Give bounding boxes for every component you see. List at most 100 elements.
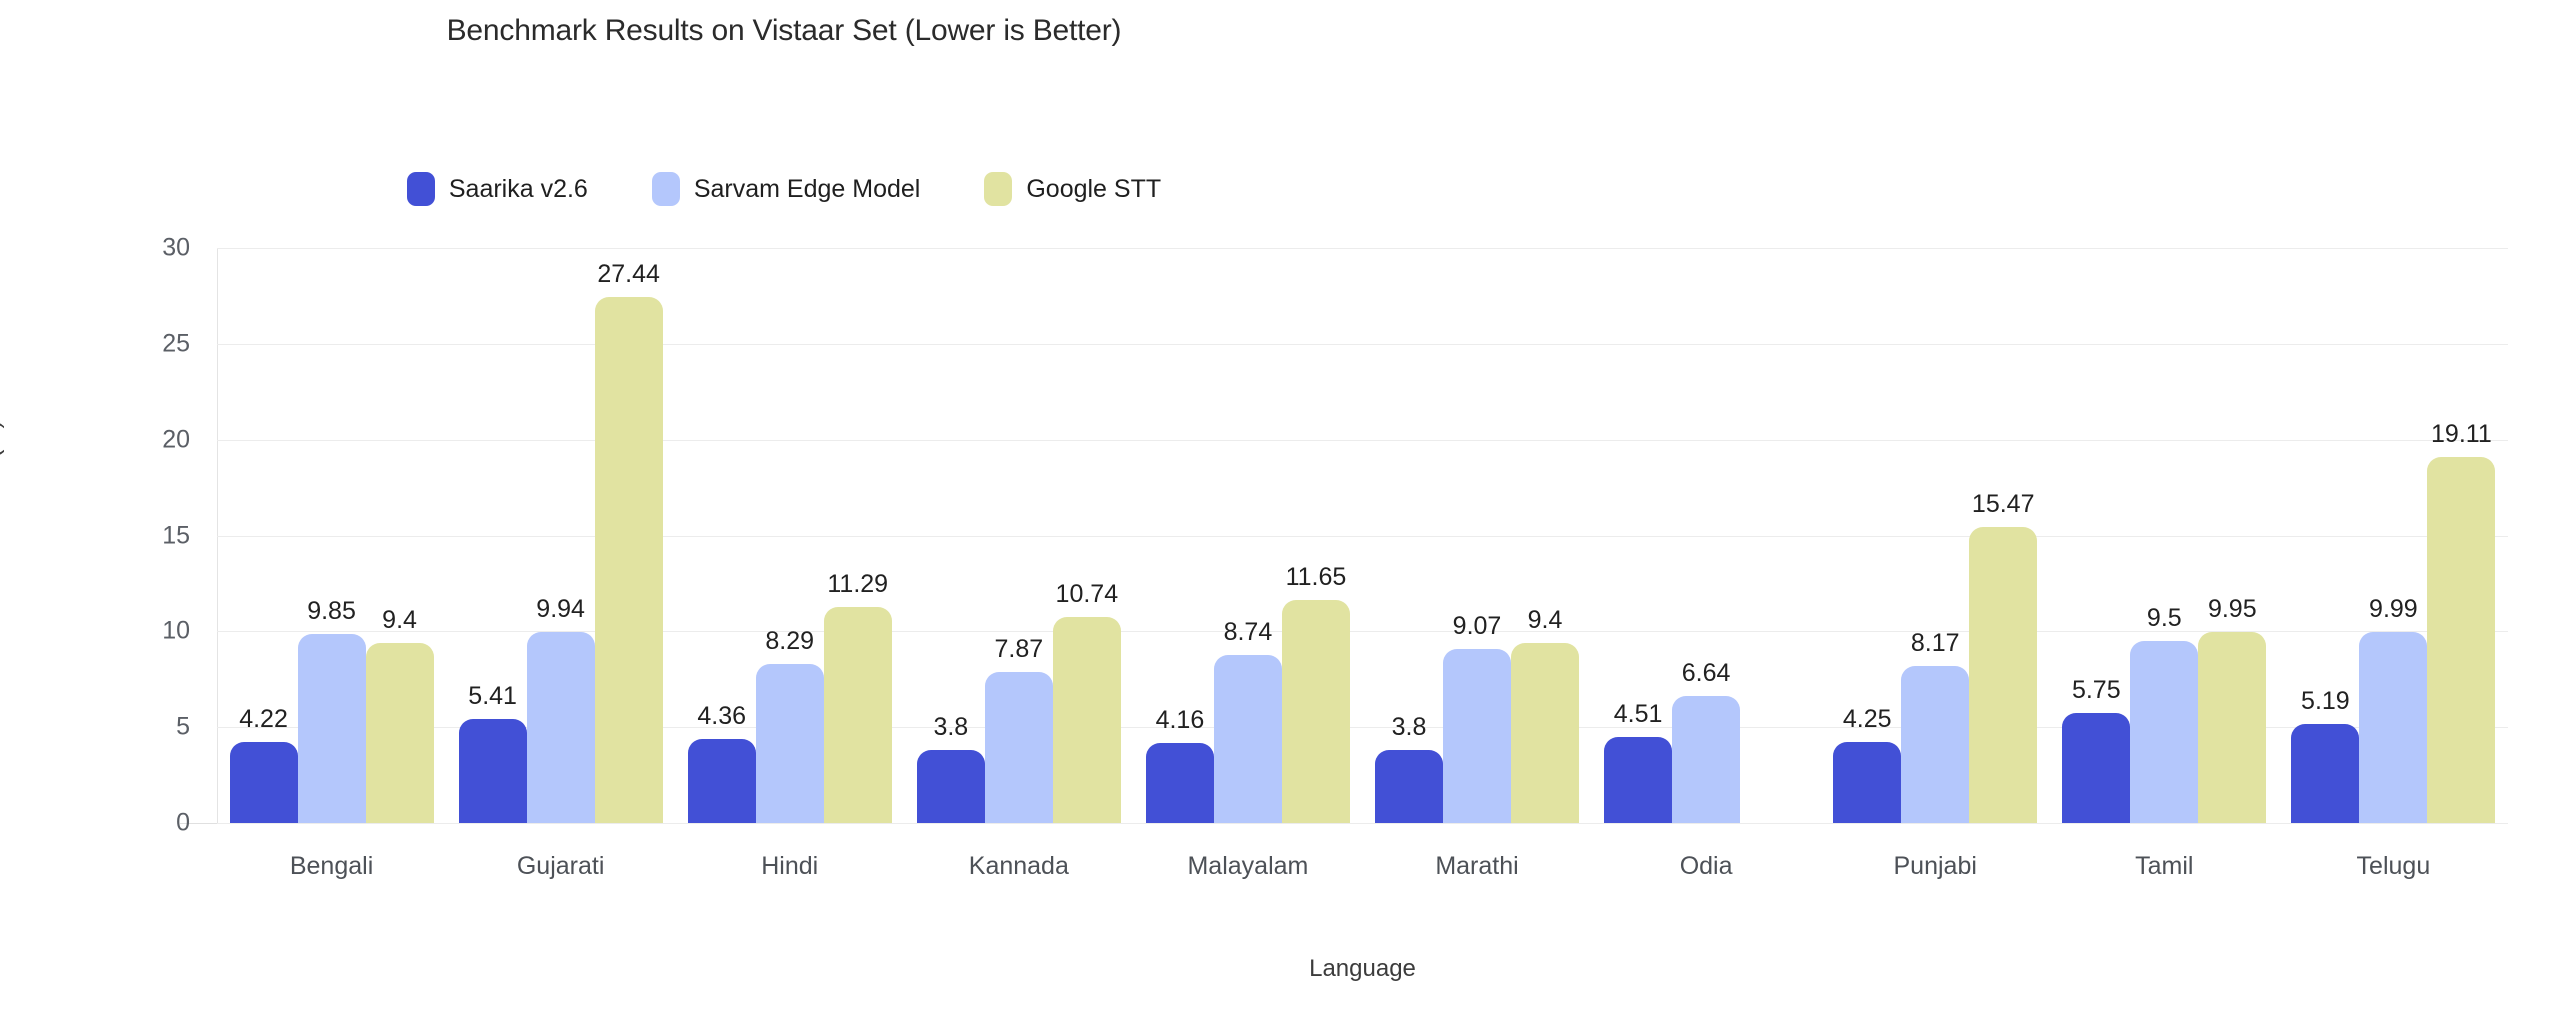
- bar-slot: 9.5: [2130, 248, 2199, 823]
- legend-item-label: Google STT: [1026, 174, 1162, 203]
- bar-group: 5.41 9.94 27.44: [446, 248, 675, 823]
- bar[interactable]: [1375, 750, 1444, 823]
- x-axis-title: Language: [1309, 955, 1416, 982]
- legend-swatch-icon: [984, 172, 1013, 206]
- bar-group: 5.75 9.5 9.95: [2050, 248, 2279, 823]
- gridline: [217, 631, 2508, 633]
- bar-slot: 5.75: [2062, 248, 2131, 823]
- bar[interactable]: [2198, 632, 2267, 823]
- legend-swatch-icon: [651, 172, 680, 206]
- bar[interactable]: [458, 719, 527, 823]
- legend-item[interactable]: Google STT: [984, 172, 1161, 206]
- bar[interactable]: [916, 750, 985, 823]
- bar-group: 4.16 8.74 11.65: [1133, 248, 1362, 823]
- bar[interactable]: [594, 297, 663, 823]
- bar-value-label: 4.16: [1155, 706, 1205, 735]
- bar-group: 4.51 6.64: [1592, 248, 1821, 823]
- gridline: [217, 823, 2508, 824]
- bar-slot: 11.29: [823, 248, 892, 823]
- bar-value-label: 9.85: [307, 597, 356, 626]
- bar[interactable]: [755, 664, 824, 823]
- y-axis-title: CER (%): [0, 420, 5, 515]
- bar[interactable]: [1833, 741, 1902, 823]
- bar-value-label: 9.4: [1527, 605, 1563, 634]
- x-axis-tick-label: Tamil: [2135, 852, 2194, 880]
- legend-item-label: Saarika v2.6: [448, 174, 588, 203]
- bar-value-label: 9.95: [2207, 595, 2257, 624]
- bar-value-label: 11.65: [1285, 562, 1347, 591]
- bar-slot: 9.85: [297, 248, 366, 823]
- bar[interactable]: [1511, 642, 1580, 823]
- bar[interactable]: [2359, 631, 2428, 823]
- bar-slot: 9.07: [1443, 248, 1512, 823]
- bar-group: 4.25 8.17 15.47: [1821, 248, 2050, 823]
- legend-item[interactable]: Sarvam Edge Model: [651, 172, 921, 206]
- bar-slot: 4.16: [1145, 248, 1214, 823]
- bar[interactable]: [2130, 640, 2199, 823]
- bar-slot: 4.25: [1833, 248, 1902, 823]
- bar[interactable]: [687, 739, 756, 823]
- bar[interactable]: [297, 634, 366, 823]
- bar[interactable]: [1145, 743, 1214, 823]
- bar-slot: 15.47: [1969, 248, 2038, 823]
- y-axis-tick-label: 5: [176, 712, 190, 741]
- bar-group: 3.8 9.07 9.4: [1362, 248, 1591, 823]
- bar-slot: 3.8: [916, 248, 985, 823]
- bar-value-label: 4.25: [1842, 704, 1892, 733]
- bar-slot: 9.4: [1511, 248, 1580, 823]
- bar[interactable]: [2291, 723, 2360, 823]
- bar[interactable]: [2062, 712, 2131, 823]
- bar[interactable]: [823, 606, 892, 823]
- y-axis-tick-label: 15: [162, 521, 190, 549]
- y-axis-tick-label: 20: [162, 425, 190, 454]
- legend-item[interactable]: Saarika v2.6: [406, 172, 588, 206]
- bar-slot: 27.44: [594, 248, 663, 823]
- bar-slot: 9.99: [2359, 248, 2428, 823]
- bar-groups: 4.22 9.85 9.4 5.41 9.94 27.44 4.36 8.29 11.29 3.8…: [217, 248, 2508, 823]
- gridline: [217, 535, 2508, 537]
- bar-slot: 4.51: [1604, 248, 1673, 823]
- bar-value-label: 5.41: [468, 682, 517, 711]
- bar[interactable]: [365, 642, 434, 823]
- chart-title: Benchmark Results on Vistaar Set (Lower …: [446, 14, 1122, 47]
- bar[interactable]: [1281, 599, 1350, 823]
- x-axis-tick-label: Bengali: [289, 852, 374, 880]
- bar-value-label: 4.36: [697, 702, 747, 731]
- legend-item-label: Sarvam Edge Model: [693, 174, 921, 203]
- bar[interactable]: [1443, 649, 1512, 823]
- bar[interactable]: [1672, 695, 1741, 823]
- x-axis-tick-labels: Bengali Gujarati Hindi Kannada Malayalam Mara…: [217, 852, 2508, 881]
- x-axis-tick-label: Malayalam: [1187, 852, 1309, 880]
- bar-value-label: 9.5: [2146, 603, 2182, 632]
- x-axis-tick-label: Kannada: [968, 852, 1069, 880]
- bar-group: 4.22 9.85 9.4: [217, 248, 446, 823]
- bar-value-label: 10.74: [1055, 580, 1119, 609]
- bar[interactable]: [1969, 526, 2038, 823]
- bar-value-label: 5.75: [2071, 675, 2121, 704]
- bar[interactable]: [526, 632, 595, 823]
- x-axis-tick-label: Gujarati: [516, 852, 605, 880]
- bar[interactable]: [1901, 666, 1970, 823]
- bar-slot: 10.74: [1052, 248, 1121, 823]
- bar[interactable]: [1052, 617, 1121, 823]
- gridline: [217, 439, 2508, 441]
- bar-slot: 9.94: [526, 248, 595, 823]
- plot-area: [217, 248, 2508, 824]
- bar-value-label: 19.11: [2431, 419, 2492, 448]
- bar[interactable]: [1213, 655, 1282, 823]
- bar-value-label: 7.87: [994, 635, 1044, 664]
- bar-slot: 9.4: [365, 248, 434, 823]
- bar-value-label: 6.64: [1681, 658, 1731, 687]
- gridline: [217, 248, 2508, 249]
- bar-value-label: 9.94: [536, 595, 585, 624]
- bar[interactable]: [229, 742, 298, 823]
- bar-slot: 8.29: [755, 248, 824, 823]
- bar[interactable]: [984, 672, 1053, 823]
- bar[interactable]: [1604, 736, 1673, 823]
- bar-slot: 11.65: [1281, 248, 1350, 823]
- bar-slot: [1740, 248, 1808, 823]
- bar[interactable]: [2427, 456, 2496, 823]
- bar-value-label: 3.8: [1391, 713, 1427, 742]
- bar-value-label: 8.29: [765, 627, 815, 656]
